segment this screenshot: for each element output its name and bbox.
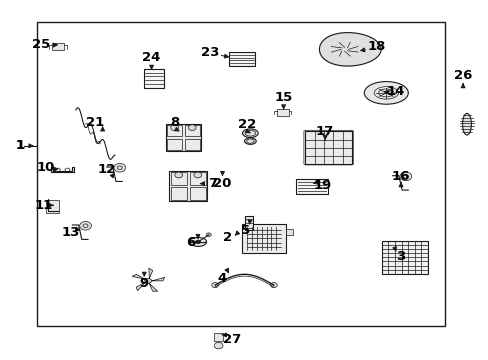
Text: 26: 26 (453, 69, 471, 82)
Circle shape (270, 283, 277, 288)
Circle shape (170, 125, 178, 130)
Bar (242, 224, 285, 253)
Bar (184, 125, 199, 136)
Circle shape (65, 168, 70, 172)
Bar (170, 187, 186, 200)
Bar (228, 52, 255, 66)
Text: 15: 15 (274, 91, 292, 104)
Ellipse shape (242, 129, 258, 138)
Text: 17: 17 (315, 125, 334, 138)
Polygon shape (149, 268, 152, 278)
Circle shape (211, 283, 218, 288)
Text: 1: 1 (16, 139, 25, 152)
Text: 14: 14 (386, 85, 405, 98)
Polygon shape (132, 274, 145, 279)
Bar (167, 125, 182, 136)
Circle shape (80, 221, 91, 230)
Text: 18: 18 (366, 40, 385, 53)
Text: 20: 20 (213, 177, 231, 190)
Circle shape (55, 168, 60, 172)
Text: 8: 8 (170, 116, 179, 129)
Text: 25: 25 (32, 39, 51, 51)
Polygon shape (136, 283, 145, 291)
Bar (276, 109, 288, 116)
Text: 11: 11 (35, 199, 53, 212)
Polygon shape (149, 284, 157, 291)
Bar (189, 172, 205, 185)
Bar (52, 43, 63, 50)
Text: 24: 24 (142, 51, 161, 64)
Ellipse shape (364, 81, 407, 104)
Circle shape (144, 278, 151, 283)
Text: 23: 23 (201, 46, 219, 59)
Circle shape (188, 125, 196, 130)
Text: 1: 1 (16, 139, 25, 152)
Bar (245, 216, 253, 230)
Text: 16: 16 (391, 170, 409, 183)
Bar (143, 68, 164, 88)
Circle shape (399, 172, 411, 181)
Text: 27: 27 (223, 333, 241, 346)
Circle shape (214, 342, 223, 349)
Circle shape (193, 172, 202, 178)
Bar (37, 22, 444, 326)
Ellipse shape (462, 113, 470, 135)
Circle shape (206, 233, 211, 237)
Text: 19: 19 (313, 179, 331, 192)
Bar (189, 187, 205, 200)
Text: 10: 10 (36, 161, 55, 174)
Bar (381, 241, 427, 274)
Text: 2: 2 (223, 231, 231, 244)
Text: 7: 7 (208, 177, 217, 190)
Bar (305, 131, 351, 164)
Text: 9: 9 (140, 277, 148, 290)
Circle shape (114, 163, 125, 172)
Text: 5: 5 (241, 224, 250, 237)
Text: 13: 13 (61, 226, 80, 239)
Bar (170, 172, 186, 185)
Bar (167, 139, 182, 150)
Bar (214, 333, 223, 341)
Bar (285, 229, 292, 235)
Text: 22: 22 (237, 118, 256, 131)
Circle shape (195, 240, 200, 244)
Bar (169, 171, 207, 201)
Bar (184, 139, 199, 150)
Text: 21: 21 (86, 116, 104, 129)
Ellipse shape (244, 138, 256, 144)
Polygon shape (319, 33, 380, 66)
Text: 6: 6 (186, 237, 195, 249)
Bar (165, 124, 201, 151)
Text: 12: 12 (97, 163, 116, 176)
Bar (296, 179, 327, 194)
Circle shape (175, 172, 183, 178)
Bar (46, 200, 59, 213)
Ellipse shape (189, 238, 206, 246)
Polygon shape (51, 167, 74, 172)
Text: 3: 3 (396, 250, 405, 263)
Text: 4: 4 (218, 273, 226, 285)
Polygon shape (152, 278, 164, 281)
